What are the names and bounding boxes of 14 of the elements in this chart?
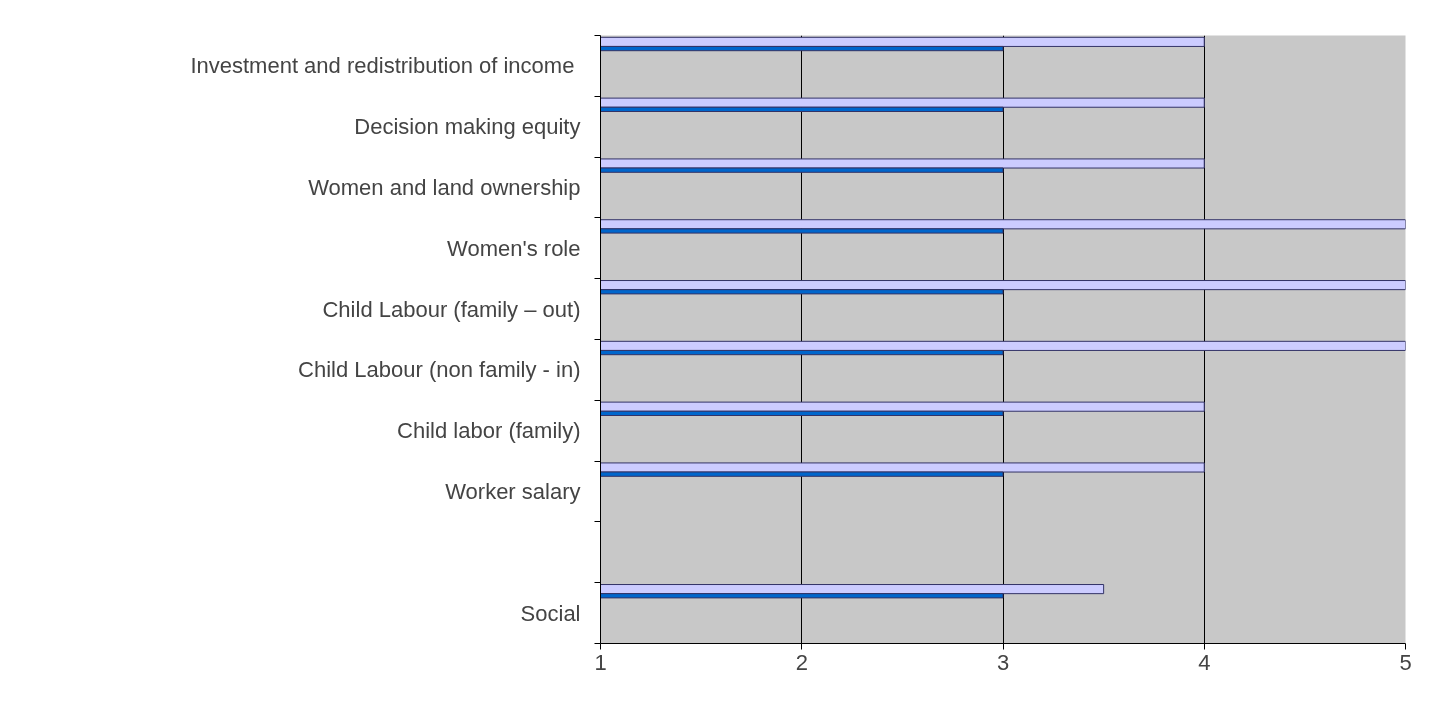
x-tick-label: 4 <box>1198 649 1211 675</box>
x-tick-label: 2 <box>795 649 808 675</box>
y-tick-label: Social <box>520 600 581 626</box>
x-tick-label: 1 <box>594 649 607 675</box>
x-tick-label: 3 <box>996 649 1010 675</box>
y-tick-label: Child Labour (family – out) <box>322 296 581 322</box>
y-tick-label: Investment and redistribution of income <box>190 53 575 79</box>
y-tick-label: Child labor (family) <box>397 418 581 444</box>
x-tick-label: 5 <box>1399 649 1412 675</box>
y-tick-label: Decision making equity <box>354 114 581 140</box>
y-tick-label: Women's role <box>447 235 581 261</box>
y-tick-label: Child Labour (non family - in) <box>298 357 581 383</box>
y-tick-label: Worker salary <box>445 479 581 504</box>
y-tick-label: Women and land ownership <box>308 175 581 200</box>
